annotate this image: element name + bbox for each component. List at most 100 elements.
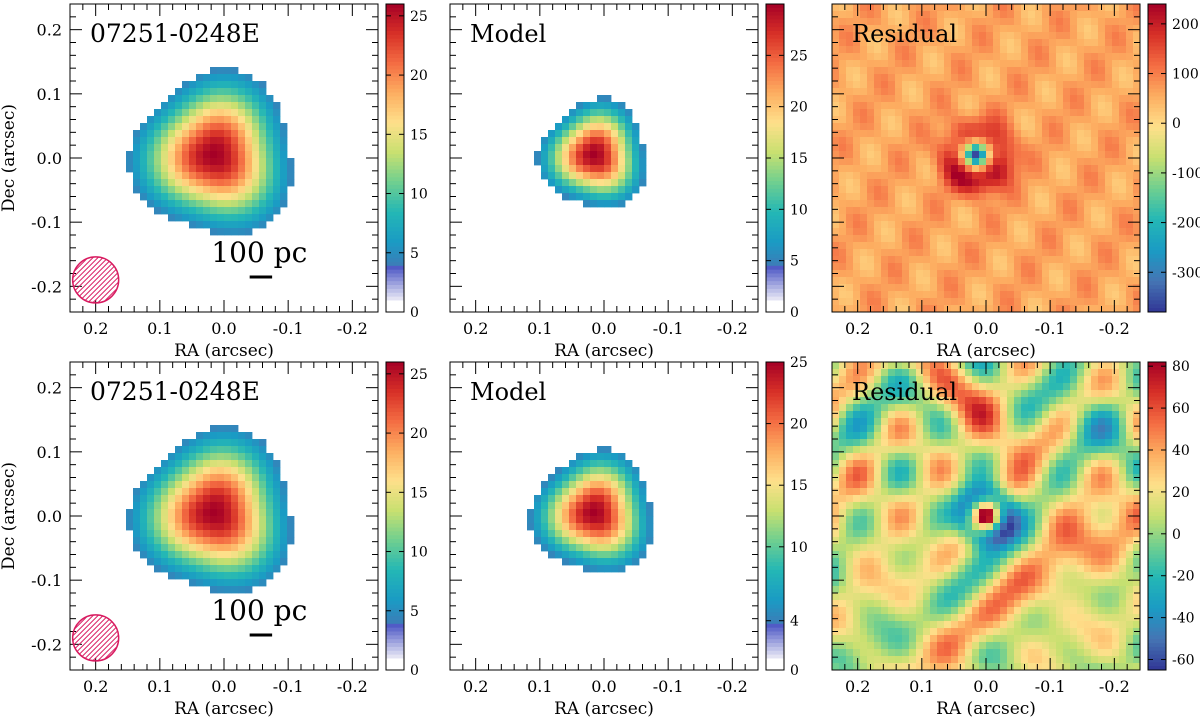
colorbar-tick-label: 4 bbox=[790, 614, 799, 630]
x-tick-label: -0.2 bbox=[1099, 319, 1130, 338]
panel-row1-observed: 0.2 0.1 0.0 -0.1 -0.2 0.2 0.1 0.0 -0.1 -0.2 RA (ar… bbox=[0, 3, 428, 361]
colorbar-tick-label: 0 bbox=[410, 663, 419, 679]
colorbar: 0 5 10 15 20 25 bbox=[765, 3, 808, 321]
beam-ellipse bbox=[71, 256, 120, 304]
colorbar: 0 5 10 15 20 25 bbox=[385, 361, 428, 679]
y-axis-label: Dec (arcsec) bbox=[0, 104, 19, 212]
y-tick-label: 0.1 bbox=[37, 443, 62, 462]
x-tick-label: 0.2 bbox=[463, 677, 488, 696]
x-tick-label: -0.2 bbox=[337, 677, 368, 696]
colorbar-tick-label: -300 bbox=[1172, 265, 1200, 281]
colorbar-tick-label: 25 bbox=[410, 367, 428, 383]
y-axis-label: Dec (arcsec) bbox=[0, 462, 19, 570]
colorbar-tick-label: 20 bbox=[1172, 485, 1190, 501]
colorbar-tick-label: 15 bbox=[410, 485, 428, 501]
panel-title: Model bbox=[470, 378, 546, 406]
colorbar-tick-label: 25 bbox=[790, 355, 808, 371]
x-tick-label: 0.1 bbox=[909, 319, 934, 338]
x-tick-label: 0.0 bbox=[973, 677, 998, 696]
x-tick-label: 0.0 bbox=[591, 319, 616, 338]
x-tick-label: 0.2 bbox=[845, 319, 870, 338]
panel-title: Residual bbox=[852, 20, 957, 48]
heatmap-image bbox=[126, 425, 295, 594]
colorbar-tick-label: 60 bbox=[1172, 401, 1190, 417]
heatmap-image bbox=[534, 95, 647, 208]
colorbar-tick-label: -40 bbox=[1172, 611, 1195, 627]
colorbar-tick-label: 15 bbox=[410, 127, 428, 143]
colorbar-tick-label: -20 bbox=[1172, 569, 1195, 585]
colorbar-tick-label: 15 bbox=[790, 151, 808, 167]
heatmap-image bbox=[527, 446, 654, 573]
panel-title: Model bbox=[470, 20, 546, 48]
panel-row2-residual: 0.2 0.1 0.0 -0.1 -0.2RA (arcsec)Residual-60-… bbox=[831, 359, 1195, 719]
colorbar-tick-label: 5 bbox=[410, 604, 419, 620]
y-tick-label: 0.2 bbox=[37, 21, 62, 40]
colorbar-tick-label: 0 bbox=[1172, 116, 1181, 132]
x-tick-label: -0.2 bbox=[1099, 677, 1130, 696]
x-tick-label: -0.2 bbox=[717, 677, 748, 696]
x-tick-label: -0.1 bbox=[273, 677, 304, 696]
x-tick-label: 0.2 bbox=[463, 319, 488, 338]
scale-bar-label: 100 pc bbox=[211, 594, 307, 627]
x-axis-label: RA (arcsec) bbox=[936, 341, 1036, 361]
x-tick-label: 0.0 bbox=[973, 319, 998, 338]
x-tick-label: 0.1 bbox=[909, 677, 934, 696]
y-tick-label: 0.2 bbox=[37, 379, 62, 398]
panel-row2-observed: 0.2 0.1 0.0 -0.1 -0.2 0.2 0.1 0.0 -0.1 -0.2 RA (ar… bbox=[0, 361, 428, 719]
x-tick-label: 0.2 bbox=[83, 677, 108, 696]
x-axis-label: RA (arcsec) bbox=[554, 341, 654, 361]
heatmap-image bbox=[832, 4, 1141, 313]
colorbar-tick-label: 100 bbox=[1172, 67, 1199, 83]
x-tick-label: 0.1 bbox=[527, 677, 552, 696]
x-tick-label: -0.1 bbox=[1035, 677, 1066, 696]
x-axis-label: RA (arcsec) bbox=[174, 699, 274, 719]
y-tick-label: 0.1 bbox=[37, 85, 62, 104]
colorbar-tick-label: 20 bbox=[410, 426, 428, 442]
y-tick-label: -0.1 bbox=[31, 571, 62, 590]
y-tick-label: -0.2 bbox=[31, 277, 62, 296]
x-tick-label: 0.1 bbox=[147, 319, 172, 338]
colorbar-tick-label: -200 bbox=[1172, 216, 1200, 232]
colorbar-tick-label: 20 bbox=[410, 68, 428, 84]
colorbar-tick-label: 10 bbox=[790, 202, 808, 218]
colorbar-tick-label: 10 bbox=[410, 187, 428, 203]
x-tick-label: 0.1 bbox=[527, 319, 552, 338]
x-tick-label: -0.2 bbox=[717, 319, 748, 338]
beam-hatch bbox=[72, 614, 119, 661]
panel-row2-model: 0.2 0.1 0.0 -0.1 -0.2 RA (arcsec) Model 0 4 10 15 2… bbox=[449, 355, 808, 719]
x-tick-label: 0.0 bbox=[591, 677, 616, 696]
colorbar-tick-label: 0 bbox=[790, 663, 799, 679]
x-axis-label: RA (arcsec) bbox=[174, 341, 274, 361]
y-tick-label: -0.1 bbox=[31, 213, 62, 232]
y-tick-label: 0.0 bbox=[37, 507, 62, 526]
x-tick-label: 0.1 bbox=[147, 677, 172, 696]
colorbar: 0 4 10 15 20 25 bbox=[765, 355, 808, 679]
beam-ellipse bbox=[71, 614, 120, 662]
panel-row1-model: 0.2 0.1 0.0 -0.1 -0.2 RA (arcsec) Model 0 5 10 15 2… bbox=[449, 3, 808, 361]
x-tick-label: -0.2 bbox=[337, 319, 368, 338]
colorbar-tick-label: 5 bbox=[790, 254, 799, 270]
colorbar-tick-label: 5 bbox=[410, 246, 419, 262]
colorbar-tick-label: 0 bbox=[410, 305, 419, 321]
colorbar: -60 -40 -20 0 20 40 60 80 bbox=[1147, 359, 1195, 671]
panel-title: 07251-0248E bbox=[90, 377, 260, 406]
heatmap-image bbox=[126, 67, 295, 236]
colorbar-tick-label: -100 bbox=[1172, 166, 1200, 182]
colorbar: -300 -200 -100 0 100 200 bbox=[1147, 3, 1200, 313]
colorbar-tick-label: 200 bbox=[1172, 17, 1199, 33]
panel-title: Residual bbox=[852, 378, 957, 406]
colorbar-tick-label: 80 bbox=[1172, 359, 1190, 375]
colorbar-tick-label: 20 bbox=[790, 417, 808, 433]
x-tick-label: 0.0 bbox=[211, 319, 236, 338]
panel-row1-residual: 0.2 0.1 0.0 -0.1 -0.2 RA (arcsec) Residual -300… bbox=[831, 3, 1200, 361]
colorbar-tick-label: 10 bbox=[410, 545, 428, 561]
colorbar-tick-label: 15 bbox=[790, 478, 808, 494]
beam-hatch bbox=[72, 256, 119, 303]
colorbar-tick-label: 10 bbox=[790, 540, 808, 556]
x-axis-label: RA (arcsec) bbox=[936, 699, 1036, 719]
y-tick-label: 0.0 bbox=[37, 149, 62, 168]
colorbar-tick-label: 0 bbox=[790, 305, 799, 321]
scale-bar-label: 100 pc bbox=[211, 236, 307, 269]
x-axis-label: RA (arcsec) bbox=[554, 699, 654, 719]
